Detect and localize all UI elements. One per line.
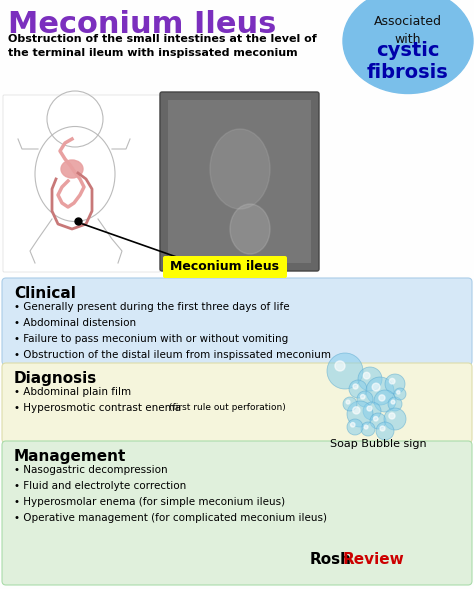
Text: Soap Bubble sign: Soap Bubble sign bbox=[330, 439, 426, 449]
Circle shape bbox=[358, 367, 382, 391]
Circle shape bbox=[379, 395, 385, 401]
FancyBboxPatch shape bbox=[160, 92, 319, 271]
Circle shape bbox=[391, 400, 395, 404]
Circle shape bbox=[349, 380, 367, 398]
Circle shape bbox=[385, 374, 405, 394]
Circle shape bbox=[390, 378, 395, 384]
Circle shape bbox=[376, 422, 394, 440]
Circle shape bbox=[374, 416, 378, 421]
Text: Diagnosis: Diagnosis bbox=[14, 371, 97, 386]
Text: Review: Review bbox=[343, 552, 405, 567]
Circle shape bbox=[361, 395, 365, 399]
Ellipse shape bbox=[230, 204, 270, 254]
Text: • Operative management (for complicated meconium ileus): • Operative management (for complicated … bbox=[14, 513, 327, 523]
Circle shape bbox=[353, 407, 360, 414]
Circle shape bbox=[335, 361, 345, 371]
Circle shape bbox=[367, 406, 372, 411]
FancyBboxPatch shape bbox=[168, 100, 311, 263]
Circle shape bbox=[374, 390, 396, 412]
Text: Management: Management bbox=[14, 449, 127, 464]
Circle shape bbox=[384, 408, 406, 430]
Text: • Abdominal plain film: • Abdominal plain film bbox=[14, 387, 131, 397]
Circle shape bbox=[364, 425, 368, 429]
Circle shape bbox=[347, 419, 363, 435]
Circle shape bbox=[366, 377, 394, 405]
Text: Meconium Ileus: Meconium Ileus bbox=[8, 10, 276, 39]
Circle shape bbox=[363, 402, 381, 420]
Text: • Fluid and electrolyte correction: • Fluid and electrolyte correction bbox=[14, 481, 186, 491]
Text: • Generally present during the first three days of life: • Generally present during the first thr… bbox=[14, 302, 290, 312]
Circle shape bbox=[357, 391, 373, 407]
Text: Obstruction of the small intestines at the level of
the terminal ileum with insp: Obstruction of the small intestines at t… bbox=[8, 34, 317, 58]
Circle shape bbox=[388, 397, 402, 411]
Circle shape bbox=[353, 384, 358, 389]
Text: Clinical: Clinical bbox=[14, 286, 76, 301]
Circle shape bbox=[343, 397, 357, 411]
FancyBboxPatch shape bbox=[3, 95, 160, 272]
Text: Associated
with: Associated with bbox=[374, 15, 442, 46]
Circle shape bbox=[370, 413, 386, 429]
Circle shape bbox=[327, 353, 363, 389]
Ellipse shape bbox=[210, 129, 270, 209]
Text: • Hyperosmotic contrast enema: • Hyperosmotic contrast enema bbox=[14, 403, 184, 413]
Text: Meconium ileus: Meconium ileus bbox=[171, 260, 280, 273]
Text: • Hyperosmolar enema (for simple meconium ileus): • Hyperosmolar enema (for simple meconiu… bbox=[14, 497, 285, 507]
Circle shape bbox=[389, 413, 395, 419]
FancyBboxPatch shape bbox=[2, 278, 472, 365]
Text: cystic
fibrosis: cystic fibrosis bbox=[367, 41, 449, 82]
Ellipse shape bbox=[61, 160, 83, 178]
Circle shape bbox=[346, 400, 350, 404]
Text: Rosh: Rosh bbox=[310, 552, 352, 567]
Circle shape bbox=[380, 426, 385, 431]
FancyBboxPatch shape bbox=[2, 441, 472, 585]
Circle shape bbox=[397, 391, 400, 394]
Circle shape bbox=[363, 372, 370, 379]
Text: • Obstruction of the distal ileum from inspissated meconium: • Obstruction of the distal ileum from i… bbox=[14, 350, 331, 360]
Circle shape bbox=[361, 422, 375, 436]
Text: (first rule out perforation): (first rule out perforation) bbox=[169, 403, 286, 412]
Circle shape bbox=[372, 383, 380, 391]
Circle shape bbox=[394, 388, 406, 400]
FancyBboxPatch shape bbox=[163, 256, 287, 278]
Circle shape bbox=[350, 422, 355, 427]
Ellipse shape bbox=[343, 0, 473, 94]
Text: • Failure to pass meconium with or without vomiting: • Failure to pass meconium with or witho… bbox=[14, 334, 288, 344]
Text: • Nasogastric decompression: • Nasogastric decompression bbox=[14, 465, 168, 475]
FancyBboxPatch shape bbox=[2, 363, 472, 443]
Text: • Abdominal distension: • Abdominal distension bbox=[14, 318, 136, 328]
Circle shape bbox=[347, 401, 373, 427]
